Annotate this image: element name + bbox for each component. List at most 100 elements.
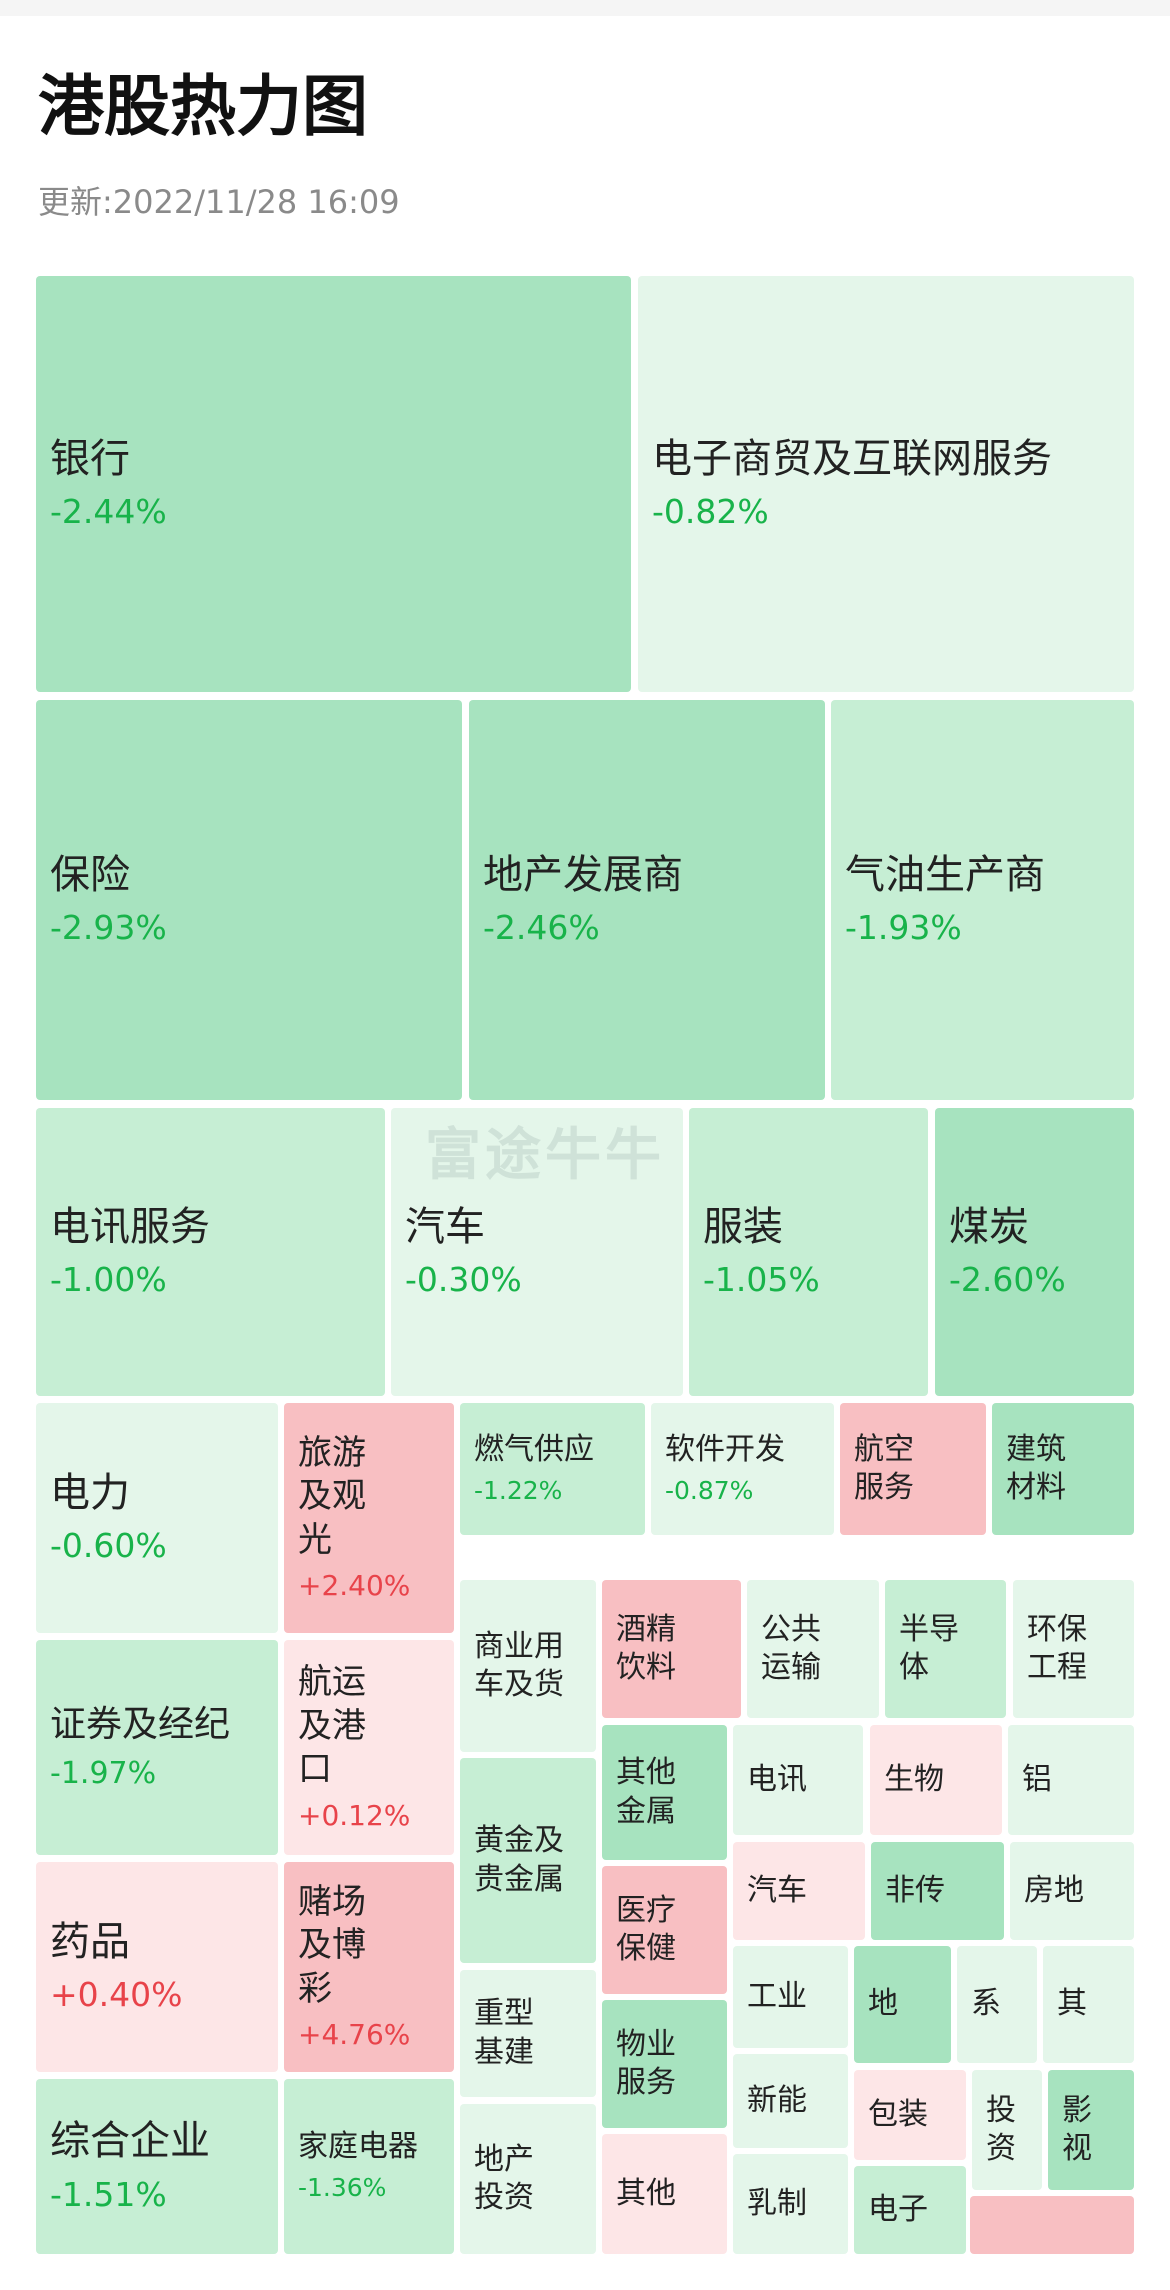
heatmap-tile[interactable]: 黄金及贵金属 xyxy=(460,1758,596,1963)
tile-name: 电子 xyxy=(868,2191,928,2227)
tile-name: 环保工程 xyxy=(1027,1611,1087,1685)
tile-name: 工业 xyxy=(747,1978,807,2014)
tile-name: 旅游及观光 xyxy=(298,1432,366,1560)
tile-name: 新能 xyxy=(747,2082,807,2118)
heatmap-tile[interactable]: 综合企业 -1.51% xyxy=(36,2079,278,2254)
tile-change: -1.22% xyxy=(474,1475,563,1505)
heatmap-tile[interactable]: 赌场及博彩 +4.76% xyxy=(284,1862,454,2072)
tile-name: 影视 xyxy=(1062,2092,1092,2166)
tile-name: 非传 xyxy=(885,1872,945,1908)
heatmap-tile[interactable]: 航空服务 xyxy=(840,1403,986,1535)
heatmap-tile[interactable]: 乳制 xyxy=(733,2154,848,2254)
heatmap-tile[interactable]: 半导体 xyxy=(885,1580,1006,1718)
heatmap-tile[interactable]: 家庭电器 -1.36% xyxy=(284,2079,454,2254)
heatmap-tile[interactable]: 包装 xyxy=(854,2070,966,2160)
heatmap-tile[interactable]: 电子 xyxy=(854,2166,966,2254)
heatmap-tile[interactable]: 电力 -0.60% xyxy=(36,1403,278,1633)
tile-name: 其他 xyxy=(616,2175,676,2211)
tile-name: 电讯服务 xyxy=(50,1203,210,1250)
tile-name: 药品 xyxy=(50,1918,130,1965)
tile-name: 地产投资 xyxy=(474,2141,534,2215)
update-time: 更新:2022/11/28 16:09 xyxy=(38,183,400,221)
heatmap-tile[interactable]: 生物 xyxy=(870,1725,1002,1835)
tile-name: 电力 xyxy=(50,1469,130,1516)
heatmap-tile[interactable]: 重型基建 xyxy=(460,1970,596,2097)
heatmap-tile[interactable]: 电讯服务 -1.00% xyxy=(36,1108,385,1396)
heatmap-tile[interactable]: 医疗保健 xyxy=(602,1866,727,1994)
tile-name: 银行 xyxy=(50,435,130,482)
tile-name: 电讯 xyxy=(747,1761,807,1797)
page-title: 港股热力图 xyxy=(38,68,368,145)
heatmap-tile[interactable]: 汽车 xyxy=(733,1842,865,1940)
status-strip xyxy=(0,0,1170,16)
heatmap-tile[interactable]: 电讯 xyxy=(733,1725,863,1835)
heatmap-tile[interactable]: 旅游及观光 +2.40% xyxy=(284,1403,454,1633)
tile-change: +2.40% xyxy=(298,1569,411,1603)
heatmap-tile[interactable]: 非传 xyxy=(871,1842,1004,1940)
heatmap-tile[interactable]: 铝 xyxy=(1008,1725,1134,1835)
heatmap-tile[interactable]: 地 xyxy=(854,1946,951,2063)
tile-change: -2.46% xyxy=(483,908,600,948)
heatmap-tile[interactable]: 地产投资 xyxy=(460,2104,596,2254)
heatmap-tile[interactable]: 新能 xyxy=(733,2054,848,2148)
tile-name: 煤炭 xyxy=(949,1203,1029,1250)
tile-change: -1.36% xyxy=(298,2173,387,2203)
heatmap-tile[interactable]: 工业 xyxy=(733,1946,848,2048)
heatmap-tile[interactable]: 其 xyxy=(1043,1946,1134,2063)
tile-change: +0.40% xyxy=(50,1975,183,2015)
tile-name: 商业用车及货 xyxy=(474,1628,564,1702)
heatmap-tile[interactable]: 物业服务 xyxy=(602,2000,727,2128)
tile-change: -2.44% xyxy=(50,492,167,532)
heatmap-tile[interactable]: 建筑材料 xyxy=(992,1403,1134,1535)
tile-change: -1.05% xyxy=(703,1260,820,1300)
tile-change: +0.12% xyxy=(298,1798,411,1832)
tile-name: 乳制 xyxy=(747,2185,807,2221)
tile-name: 重型基建 xyxy=(474,1996,534,2070)
heatmap-tile[interactable]: 其他 xyxy=(602,2134,727,2254)
tile-name: 酒精饮料 xyxy=(616,1611,676,1685)
tile-change: -1.93% xyxy=(845,908,962,948)
tile-change: +4.76% xyxy=(298,2018,411,2052)
heatmap-tile[interactable] xyxy=(970,2196,1134,2254)
tile-change: -0.60% xyxy=(50,1526,167,1566)
tile-name: 电子商贸及互联网服务 xyxy=(652,435,1052,482)
tile-change: -2.93% xyxy=(50,908,167,948)
heatmap-tile[interactable]: 环保工程 xyxy=(1013,1580,1134,1718)
heatmap-tile[interactable]: 影视 xyxy=(1048,2070,1134,2190)
heatmap-tile[interactable]: 汽车 -0.30% xyxy=(391,1108,683,1396)
heatmap-tile[interactable]: 其他金属 xyxy=(602,1725,727,1860)
tile-change: -1.51% xyxy=(50,2174,167,2214)
tile-name: 保险 xyxy=(50,851,130,898)
tile-name: 房地 xyxy=(1024,1872,1084,1908)
heatmap-tile[interactable]: 证券及经纪 -1.97% xyxy=(36,1640,278,1855)
tile-name: 物业服务 xyxy=(616,2026,676,2100)
tile-name: 公共运输 xyxy=(761,1611,821,1685)
tile-name: 汽车 xyxy=(405,1203,485,1250)
tile-name: 黄金及贵金属 xyxy=(474,1823,564,1897)
heatmap-tile[interactable]: 系 xyxy=(957,1946,1037,2063)
tile-change: -0.30% xyxy=(405,1260,522,1300)
heatmap-tile[interactable]: 煤炭 -2.60% xyxy=(935,1108,1134,1396)
heatmap-tile[interactable]: 公共运输 xyxy=(747,1580,879,1718)
heatmap-tile[interactable]: 燃气供应 -1.22% xyxy=(460,1403,645,1535)
heatmap-tile[interactable]: 投资 xyxy=(972,2070,1042,2190)
heatmap-tile[interactable]: 药品 +0.40% xyxy=(36,1862,278,2072)
heatmap-tile[interactable]: 电子商贸及互联网服务 -0.82% xyxy=(638,276,1134,692)
tile-name: 赌场及博彩 xyxy=(298,1881,366,2009)
tile-name: 生物 xyxy=(884,1761,944,1797)
tile-name: 医疗保健 xyxy=(616,1892,676,1966)
heatmap-tile[interactable]: 保险 -2.93% xyxy=(36,700,462,1100)
heatmap-tile[interactable]: 商业用车及货 xyxy=(460,1580,596,1752)
tile-name: 其 xyxy=(1057,1986,1087,2022)
heatmap-tile[interactable]: 气油生产商 -1.93% xyxy=(831,700,1134,1100)
heatmap-tile[interactable]: 酒精饮料 xyxy=(602,1580,741,1718)
heatmap-tile[interactable]: 航运及港口 +0.12% xyxy=(284,1640,454,1855)
heatmap-tile[interactable]: 服装 -1.05% xyxy=(689,1108,928,1396)
heatmap-tile[interactable]: 地产发展商 -2.46% xyxy=(469,700,825,1100)
heatmap-tile[interactable]: 银行 -2.44% xyxy=(36,276,631,692)
heatmap-tile[interactable]: 房地 xyxy=(1010,1842,1134,1940)
heatmap-tile[interactable]: 软件开发 -0.87% xyxy=(651,1403,834,1535)
tile-change: -2.60% xyxy=(949,1260,1066,1300)
tile-name: 建筑材料 xyxy=(1006,1431,1066,1505)
tile-name: 综合企业 xyxy=(50,2118,210,2165)
